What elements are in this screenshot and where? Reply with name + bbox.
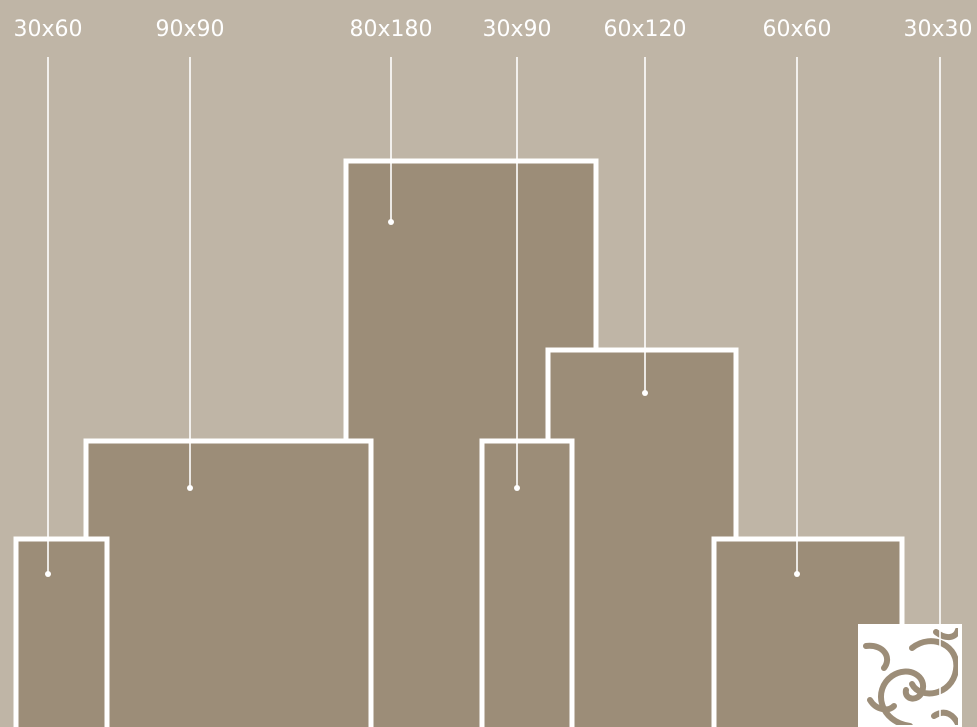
anchor-dot [45,571,51,577]
leader-60x60 [794,57,800,577]
anchor-dot [388,219,394,225]
label-80x180: 80x180 [349,17,432,42]
tile-30x60-rect [13,536,110,727]
anchor-dot [794,571,800,577]
label-30x90: 30x90 [482,17,551,42]
tile-90x90 [83,438,374,727]
label-60x120: 60x120 [603,17,686,42]
tile-60x120 [545,347,739,727]
tile-60x120-rect [545,347,739,727]
label-30x30: 30x30 [903,17,972,42]
label-60x60: 60x60 [762,17,831,42]
swirl-pattern-icon [863,627,961,727]
leader-60x120 [642,57,648,396]
leader-30x60 [45,57,51,577]
tile-30x60 [13,536,110,727]
anchor-dot [187,485,193,491]
label-30x60: 30x60 [13,17,82,42]
anchor-dot [514,485,520,491]
anchor-dot [642,390,648,396]
tile-30x90-rect [479,438,575,727]
leader-30x90 [514,57,520,491]
tile-90x90-rect [83,438,374,727]
tile-30x90 [479,438,575,727]
tile-30x30 [858,624,962,727]
leader-80x180 [388,57,394,225]
label-90x90: 90x90 [155,17,224,42]
leader-90x90 [187,57,193,491]
